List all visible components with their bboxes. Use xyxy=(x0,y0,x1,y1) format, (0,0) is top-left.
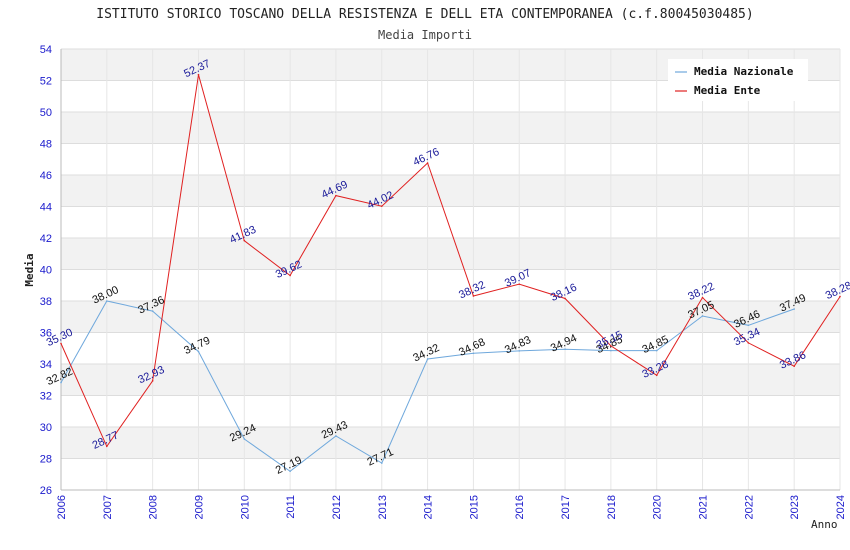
data-point xyxy=(380,462,383,464)
grid-band xyxy=(61,395,840,427)
data-point xyxy=(655,349,658,352)
grid-band xyxy=(61,175,840,207)
data-point xyxy=(793,308,795,310)
data-point xyxy=(610,345,612,347)
chart-title: ISTITUTO STORICO TOSCANO DELLA RESISTENZ… xyxy=(96,7,753,22)
data-point xyxy=(106,300,108,302)
data-point xyxy=(243,438,246,440)
data-point xyxy=(518,350,521,352)
data-point xyxy=(60,342,62,345)
grid-lines xyxy=(60,48,841,491)
data-point xyxy=(335,194,337,197)
data-point xyxy=(518,283,521,285)
data-point xyxy=(335,435,337,437)
x-tick-label: 2011 xyxy=(285,495,297,519)
grid-band xyxy=(61,364,840,396)
data-point xyxy=(747,342,750,344)
grid-band xyxy=(61,427,840,459)
grid-band xyxy=(61,143,840,175)
data-point xyxy=(380,205,383,207)
x-tick-label: 2024 xyxy=(835,495,847,519)
series-lines xyxy=(60,73,841,473)
data-point xyxy=(106,445,108,448)
y-tick-label: 44 xyxy=(40,202,52,214)
x-tick-label: 2018 xyxy=(606,495,618,519)
data-point xyxy=(197,73,200,76)
data-point xyxy=(701,315,704,317)
data-point xyxy=(701,296,704,299)
legend-label-nazionale: Media Nazionale xyxy=(694,65,794,78)
data-point xyxy=(243,239,246,242)
data-point xyxy=(839,295,841,298)
grid-band xyxy=(61,332,840,364)
y-tick-label: 46 xyxy=(40,170,52,182)
y-tick-label: 34 xyxy=(40,359,52,371)
data-point xyxy=(426,162,429,164)
data-point xyxy=(610,349,612,352)
x-tick-label: 2012 xyxy=(331,495,343,519)
y-tick-label: 28 xyxy=(40,454,52,466)
grid-band xyxy=(61,458,840,490)
grid-band xyxy=(61,206,840,238)
y-tick-label: 50 xyxy=(40,107,52,119)
y-tick-label: 36 xyxy=(40,328,52,340)
data-point xyxy=(151,380,154,382)
grid-band xyxy=(61,112,840,144)
legend: Media Nazionale Media Ente xyxy=(668,59,808,101)
x-tick-label: 2015 xyxy=(468,495,480,519)
y-tick-label: 48 xyxy=(40,139,52,151)
data-point xyxy=(289,470,291,473)
legend-label-ente: Media Ente xyxy=(694,84,761,97)
y-tick-label: 52 xyxy=(40,76,52,88)
y-tick-label: 32 xyxy=(40,391,52,403)
x-tick-label: 2013 xyxy=(377,495,389,519)
x-tick-label: 2006 xyxy=(56,495,68,519)
data-point xyxy=(564,297,566,300)
x-axis-ticks: 2006 2007 2008 2009 2010 2011 2012 2013 2014 2015… xyxy=(56,495,847,519)
x-tick-label: 2010 xyxy=(239,495,251,519)
grid-band xyxy=(61,269,840,301)
y-tick-label: 40 xyxy=(40,265,52,277)
x-tick-label: 2022 xyxy=(743,495,755,519)
chart-subtitle: Media Importi xyxy=(378,28,472,42)
x-tick-label: 2020 xyxy=(652,495,664,519)
x-tick-label: 2007 xyxy=(102,495,114,519)
x-tick-label: 2016 xyxy=(514,495,526,519)
grid-band xyxy=(61,301,840,333)
y-axis-label: Media xyxy=(23,253,36,286)
grid-bands xyxy=(61,49,840,490)
x-tick-label: 2023 xyxy=(789,495,801,519)
y-tick-label: 26 xyxy=(40,485,52,497)
data-point xyxy=(151,310,154,312)
y-tick-label: 38 xyxy=(40,296,52,308)
y-axis-ticks: 26 28 30 32 34 36 38 40 42 44 46 48 50 52 54 xyxy=(40,44,52,497)
data-point xyxy=(655,374,658,377)
grid-band xyxy=(61,238,840,270)
x-axis-label: Anno xyxy=(811,518,838,531)
data-point xyxy=(426,358,429,360)
legend-box xyxy=(668,59,808,101)
x-tick-label: 2014 xyxy=(423,495,435,519)
data-point xyxy=(793,365,795,368)
data-point xyxy=(472,352,475,355)
data-point xyxy=(564,348,566,350)
series-line-ente xyxy=(60,74,841,448)
data-point xyxy=(472,295,475,297)
data-point xyxy=(289,274,291,277)
y-tick-label: 54 xyxy=(40,44,52,56)
data-point xyxy=(747,324,750,327)
x-tick-label: 2017 xyxy=(560,495,572,519)
x-tick-label: 2009 xyxy=(193,495,205,519)
data-point xyxy=(60,381,62,384)
data-point xyxy=(197,350,200,353)
x-tick-label: 2008 xyxy=(148,495,160,519)
x-tick-label: 2021 xyxy=(698,495,710,519)
y-tick-label: 30 xyxy=(40,422,52,434)
y-tick-label: 42 xyxy=(40,233,52,245)
